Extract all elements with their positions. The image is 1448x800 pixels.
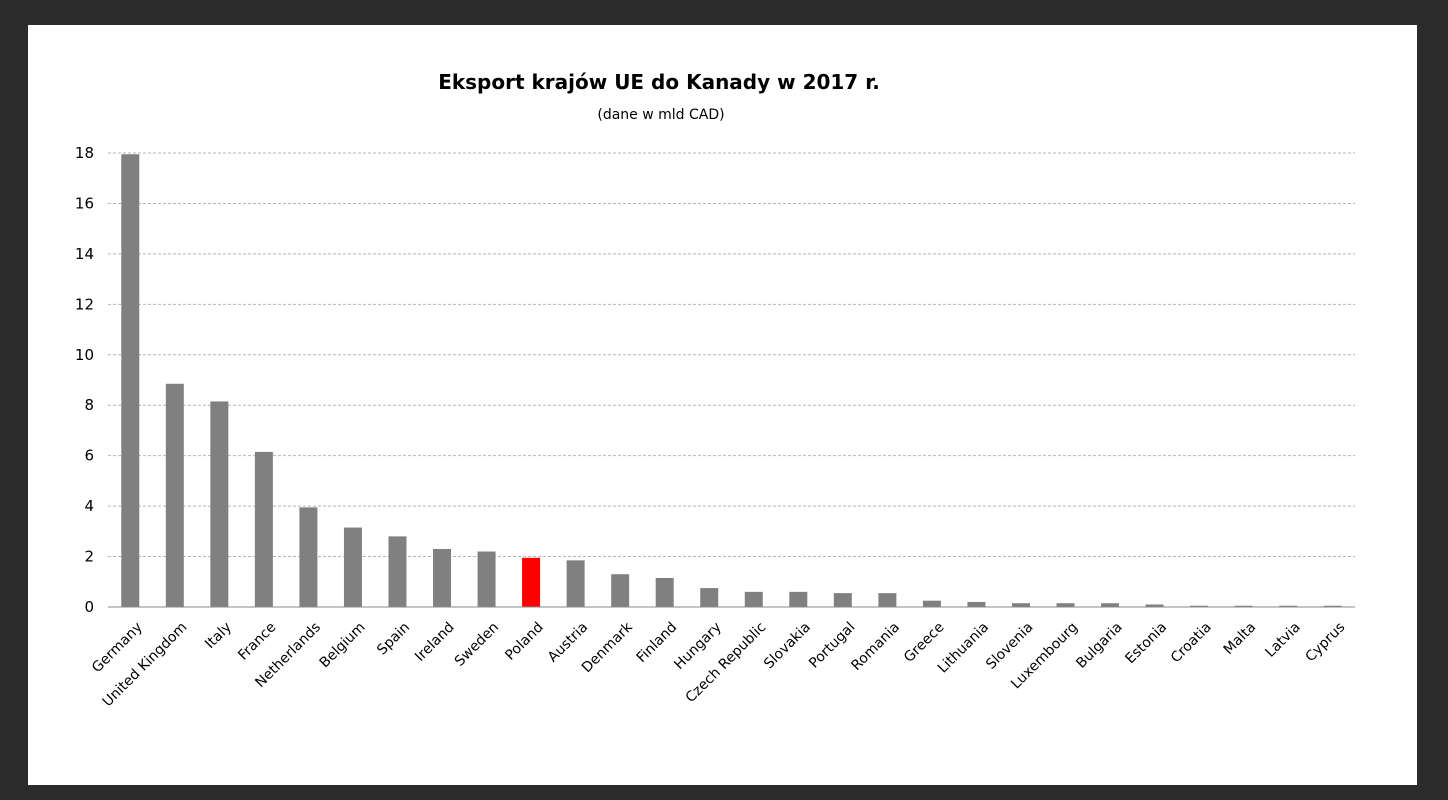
bar-france (254, 451, 273, 607)
bar-sweden (477, 551, 496, 607)
bar-spain (388, 536, 407, 607)
y-tick-label: 6 (84, 447, 94, 465)
bar-chart: Eksport krajów UE do Kanady w 2017 r. (d… (75, 70, 1355, 710)
bar-italy (210, 401, 229, 607)
x-tick-label: Romania (848, 619, 903, 674)
x-tick-label: Latvia (1262, 619, 1303, 660)
y-tick-label: 18 (75, 144, 94, 162)
bar-belgium (343, 527, 362, 607)
x-tick-label: Spain (374, 619, 413, 658)
bar-estonia (1145, 604, 1164, 607)
bar-germany (121, 154, 140, 607)
x-tick-label: Italy (202, 619, 235, 652)
bar-greece (922, 600, 941, 607)
x-tick-label: Belgium (317, 619, 369, 671)
bar-czech-republic (744, 591, 763, 607)
y-tick-label: 8 (84, 396, 94, 414)
bar-slovakia (789, 591, 808, 607)
y-tick-label: 16 (75, 194, 94, 212)
bar-denmark (611, 574, 630, 607)
y-tick-label: 14 (75, 245, 94, 263)
bar-slovenia (1011, 603, 1030, 607)
bar-austria (566, 560, 585, 607)
grid-lines (108, 152, 1355, 558)
x-tick-label: Croatia (1168, 619, 1215, 666)
bar-finland (655, 577, 674, 607)
y-tick-label: 2 (84, 548, 94, 566)
x-tick-label: Czech Republic (683, 619, 770, 706)
y-tick-label: 0 (84, 598, 94, 616)
bar-bulgaria (1101, 603, 1120, 607)
y-axis-ticks: 0 2 4 6 8 10 12 14 16 18 (75, 144, 94, 616)
bar-latvia (1279, 605, 1298, 607)
bar-croatia (1190, 605, 1209, 607)
bar-malta (1234, 605, 1253, 607)
chart-title: Eksport krajów UE do Kanady w 2017 r. (438, 70, 880, 94)
x-tick-label: Malta (1221, 619, 1260, 658)
bar-hungary (700, 588, 719, 607)
chart-subtitle: (dane w mld CAD) (597, 107, 724, 123)
bars (121, 154, 1342, 607)
x-tick-label: Cyprus (1302, 619, 1348, 665)
x-tick-label: Bulgaria (1073, 619, 1125, 671)
bar-ireland (433, 548, 452, 607)
bar-luxembourg (1056, 603, 1075, 607)
bar-portugal (833, 593, 852, 607)
bar-romania (878, 593, 897, 607)
y-tick-label: 10 (75, 346, 94, 364)
x-tick-label: Estonia (1122, 619, 1170, 667)
x-tick-label: France (235, 619, 279, 663)
y-tick-label: 12 (75, 295, 94, 313)
bar-poland (522, 557, 541, 607)
bar-netherlands (299, 507, 318, 607)
bar-lithuania (967, 601, 986, 607)
chart-frame: Eksport krajów UE do Kanady w 2017 r. (d… (28, 25, 1417, 785)
bar-cyprus (1323, 605, 1342, 607)
x-tick-label: United Kingdom (100, 619, 191, 710)
bar-united-kingdom (165, 383, 184, 607)
x-tick-label: Slovakia (761, 619, 814, 672)
x-tick-label: Sweden (452, 619, 502, 669)
y-tick-label: 4 (84, 497, 94, 515)
x-tick-label: Poland (502, 619, 546, 663)
